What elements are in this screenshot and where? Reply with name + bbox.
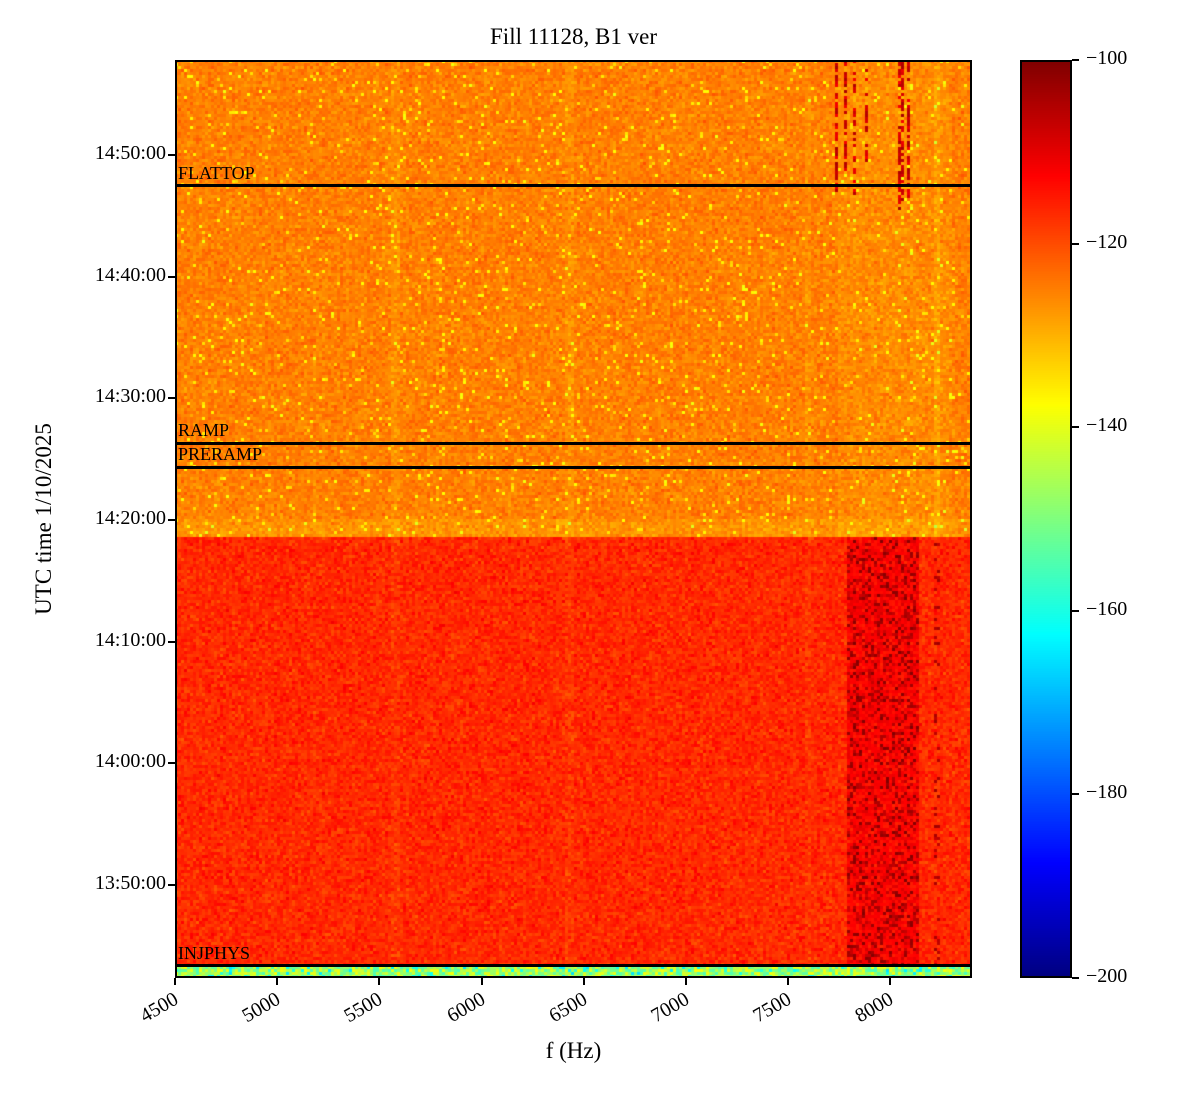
y-tick-mark — [168, 276, 175, 278]
colorbar-tick-mark — [1072, 243, 1079, 245]
annotation-line — [175, 184, 972, 187]
x-tick-mark — [583, 978, 585, 985]
colorbar-tick-label: −200 — [1086, 965, 1127, 988]
colorbar-canvas — [1020, 60, 1072, 978]
x-tick-label: 4500 — [105, 988, 182, 1046]
colorbar-tick-mark — [1072, 793, 1079, 795]
annotation-label: RAMP — [178, 420, 229, 441]
x-tick-mark — [685, 978, 687, 985]
colorbar-tick-mark — [1072, 977, 1079, 979]
colorbar-tick-label: −120 — [1086, 231, 1127, 254]
y-tick-label: 14:40:00 — [0, 264, 166, 287]
colorbar-tick-label: −160 — [1086, 598, 1127, 621]
annotation-label: FLATTOP — [178, 163, 255, 184]
annotation-line — [175, 964, 972, 967]
y-tick-label: 14:10:00 — [0, 629, 166, 652]
colorbar-tick-label: −180 — [1086, 781, 1127, 804]
y-tick-mark — [168, 397, 175, 399]
x-tick-mark — [276, 978, 278, 985]
colorbar-tick-mark — [1072, 610, 1079, 612]
y-tick-label: 14:00:00 — [0, 750, 166, 773]
x-tick-mark — [481, 978, 483, 985]
x-tick-mark — [787, 978, 789, 985]
chart-title: Fill 11128, B1 ver — [175, 24, 972, 50]
y-tick-label: 14:30:00 — [0, 385, 166, 408]
y-tick-label: 14:20:00 — [0, 507, 166, 530]
y-tick-label: 13:50:00 — [0, 872, 166, 895]
colorbar-tick-label: −100 — [1086, 47, 1127, 70]
annotation-line — [175, 466, 972, 469]
annotation-line — [175, 442, 972, 445]
spectrogram-canvas — [175, 60, 972, 978]
y-tick-mark — [168, 519, 175, 521]
y-tick-mark — [168, 641, 175, 643]
spectrogram-figure: Fill 11128, B1 ver UTC time 1/10/2025 f … — [0, 0, 1200, 1100]
x-tick-mark — [174, 978, 176, 985]
annotation-label: PRERAMP — [178, 444, 262, 465]
x-tick-mark — [378, 978, 380, 985]
x-axis-label: f (Hz) — [175, 1038, 972, 1064]
y-tick-mark — [168, 762, 175, 764]
y-tick-label: 14:50:00 — [0, 142, 166, 165]
x-tick-mark — [889, 978, 891, 985]
colorbar-tick-mark — [1072, 426, 1079, 428]
colorbar-tick-mark — [1072, 59, 1079, 61]
y-tick-mark — [168, 884, 175, 886]
y-tick-mark — [168, 154, 175, 156]
annotation-label: INJPHYS — [178, 943, 250, 964]
colorbar-tick-label: −140 — [1086, 414, 1127, 437]
